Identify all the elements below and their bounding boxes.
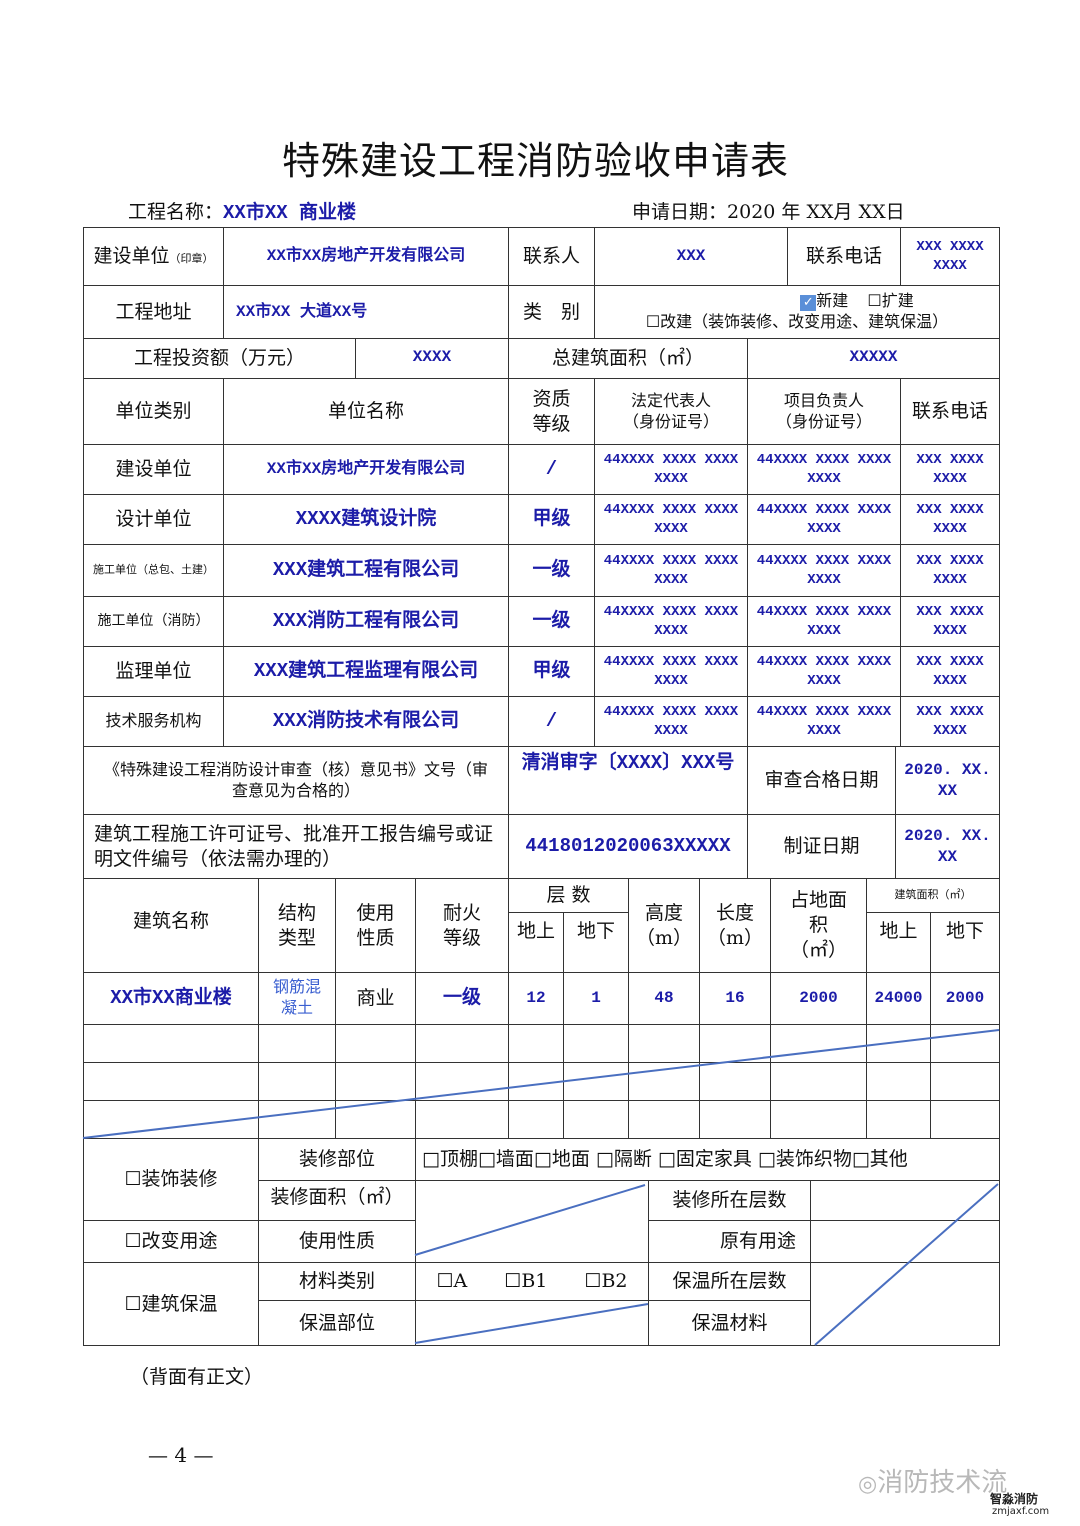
- change-use-label: 改变用途: [141, 1230, 218, 1253]
- apply-date-line: 申请日期：2020 年 XX月 XX日: [632, 197, 905, 224]
- strike-line: [82, 1029, 1000, 1139]
- brand-site: zmjaxf.com: [992, 1506, 1050, 1517]
- strike-line: [814, 1183, 999, 1346]
- permit-label: 建筑工程施工许可证号、批准开工报告编号或证明文件编号（依法需办理的）: [83, 814, 509, 879]
- option-b2[interactable]: ☐B2: [584, 1270, 628, 1293]
- apply-date-label: 申请日期：: [632, 201, 728, 223]
- unit-label: 建设单位: [93, 245, 170, 268]
- option-b1-label: B1: [521, 1270, 548, 1293]
- unit-legal-id: 44XXXX XXXX XXXX XXXX: [594, 646, 748, 697]
- review-label: 《特殊建设工程消防设计审查（核）意见书》文号（审查意见为合格的）: [83, 746, 509, 815]
- hdr-manager-text: 项目负责人: [783, 390, 864, 410]
- watermark: ◎消防技术流: [858, 1462, 1007, 1499]
- hdr-manager: 项目负责人 （身份证号）: [747, 378, 901, 445]
- hdr-height: 高度（m）: [628, 878, 700, 973]
- checkbox-new[interactable]: ✓: [800, 295, 817, 312]
- project-name-label: 工程名称：: [128, 201, 224, 223]
- hdr-legal: 法定代表人 （身份证号）: [594, 378, 748, 445]
- watermark-text: 消防技术流: [877, 1468, 1008, 1498]
- apply-date: 2020 年 XX月 XX日: [727, 201, 905, 223]
- project-name-line: 工程名称：XX市XX 商业楼: [128, 197, 356, 224]
- review-date: 2020. XX. XX: [895, 746, 1000, 815]
- opt-new-label: 新建: [816, 291, 849, 311]
- unit-phone: XXX XXXX XXXX: [900, 646, 1000, 697]
- option-a[interactable]: ☐A: [436, 1270, 468, 1293]
- hdr-legal-text: 法定代表人: [630, 390, 711, 410]
- back-note: （背面有正文）: [130, 1366, 264, 1388]
- checkbox-change-use[interactable]: ☐: [124, 1230, 142, 1253]
- strike-line: [414, 1184, 646, 1256]
- wechat-icon: ◎: [858, 1472, 878, 1497]
- option-b2-label: B2: [601, 1270, 628, 1293]
- checkbox-renovation[interactable]: ☐: [124, 1168, 142, 1191]
- opt-expand-label: 扩建: [881, 291, 914, 311]
- renovation-label: 装饰装修: [141, 1168, 218, 1191]
- option-a-label: A: [453, 1270, 468, 1293]
- page-number: — 4 —: [148, 1443, 214, 1467]
- unit-manager-id: 44XXXX XXXX XXXX XXXX: [747, 444, 901, 495]
- seal-note: （印章）: [169, 252, 214, 266]
- strike-line: [414, 1303, 649, 1344]
- checkbox-rebuild[interactable]: ☐: [645, 312, 661, 331]
- hdr-manager-sub: （身份证号）: [775, 411, 872, 431]
- checkbox-insulation[interactable]: ☐: [124, 1292, 142, 1315]
- brand-logo: 智淼消防: [990, 1492, 1039, 1506]
- unit-phone: XXX XXXX XXXX: [900, 494, 1000, 545]
- unit-legal-id: 44XXXX XXXX XXXX XXXX: [594, 494, 748, 545]
- option-b1[interactable]: ☐B1: [504, 1270, 548, 1293]
- unit-phone: XXX XXXX XXXX: [900, 596, 1000, 647]
- opt-rebuild-label: 改建（装饰装修、改变用途、建筑保温）: [660, 312, 949, 331]
- project-name: XX市XX 商业楼: [223, 202, 357, 224]
- insulation-label: 建筑保温: [141, 1292, 218, 1315]
- checkbox-expand[interactable]: ☐: [867, 291, 882, 311]
- page-title: 特殊建设工程消防验收申请表: [282, 139, 790, 183]
- original-use-value[interactable]: [810, 1220, 1000, 1263]
- insulation-material-label: 保温材料: [648, 1300, 811, 1346]
- hdr-legal-sub: （身份证号）: [622, 411, 719, 431]
